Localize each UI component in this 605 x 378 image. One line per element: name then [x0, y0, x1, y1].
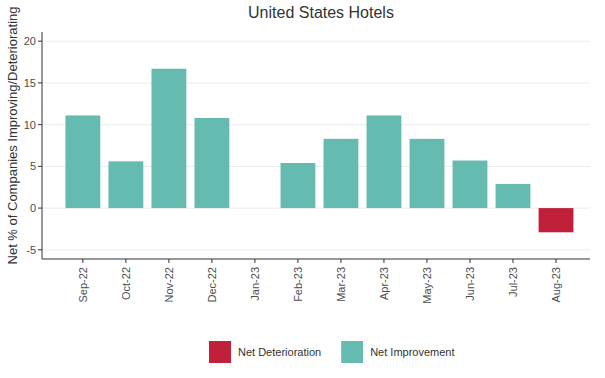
bar	[367, 115, 402, 208]
x-tick-label: Sep-22	[77, 267, 89, 302]
y-tick	[38, 249, 42, 250]
y-tick-label: 10	[24, 119, 36, 131]
bar	[108, 161, 143, 208]
grid-line	[42, 124, 590, 125]
title: United States Hotels	[248, 4, 394, 21]
x-tick	[340, 259, 341, 263]
x-tick-label: Jun-23	[464, 267, 476, 301]
x-tick	[82, 259, 83, 263]
x-tick-label: Jul-23	[507, 267, 519, 297]
y-tick	[38, 41, 42, 42]
bar	[237, 208, 272, 209]
legend-swatch	[209, 341, 231, 363]
y-tick	[38, 208, 42, 209]
x-tick-label: Feb-23	[292, 267, 304, 302]
x-tick-label: Nov-22	[163, 267, 175, 302]
bar	[453, 161, 488, 209]
y-axis	[42, 32, 43, 259]
bar	[194, 118, 229, 208]
x-tick	[168, 259, 169, 263]
x-tick-label: Oct-22	[120, 267, 132, 300]
bar	[324, 139, 359, 208]
bar	[151, 69, 186, 208]
x-tick	[383, 259, 384, 263]
bar	[65, 115, 100, 208]
x-tick	[254, 259, 255, 263]
y-tick	[38, 82, 42, 83]
grid-line	[42, 82, 590, 83]
x-axis	[42, 259, 590, 260]
chart: United States Hotels Net % of Companies I…	[0, 0, 605, 378]
x-tick	[297, 259, 298, 263]
bars	[65, 69, 573, 233]
x-tick-label: Mar-23	[335, 267, 347, 302]
x-tick	[513, 259, 514, 263]
x-tick-label: Apr-23	[378, 267, 390, 300]
x-tick	[556, 259, 557, 263]
x-tick	[469, 259, 470, 263]
x-tick-label: May-23	[421, 267, 433, 304]
grid-line	[42, 41, 590, 42]
x-tick	[426, 259, 427, 263]
legend-label: Net Improvement	[370, 346, 454, 358]
legend-label: Net Deterioration	[238, 346, 321, 358]
y-tick-label: 20	[24, 35, 36, 47]
x-tick	[211, 259, 212, 263]
x-tick-label: Aug-23	[550, 267, 562, 302]
bar	[410, 139, 445, 208]
x-tick	[125, 259, 126, 263]
y-tick-label: 0	[30, 202, 36, 214]
y-axis-label: Net % of Companies Improving/Deteriorati…	[5, 7, 20, 265]
x-tick-label: Jan-23	[249, 267, 261, 301]
y-tick	[38, 166, 42, 167]
bar	[281, 163, 316, 208]
x-tick-label: Dec-22	[206, 267, 218, 302]
y-tick	[38, 124, 42, 125]
y-tick-label: 15	[24, 77, 36, 89]
grid-line	[42, 249, 590, 250]
y-tick-label: 5	[30, 160, 36, 172]
legend-swatch	[341, 341, 363, 363]
bar	[539, 208, 574, 232]
y-tick-label: -5	[26, 244, 36, 256]
bar	[496, 184, 531, 208]
